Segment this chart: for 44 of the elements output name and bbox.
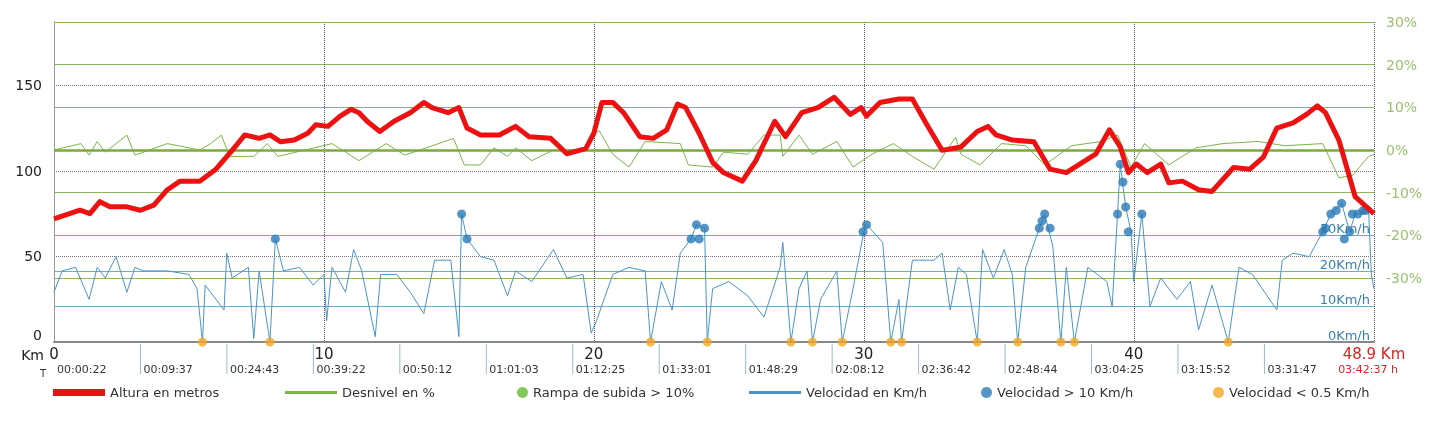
y-tick-label: 0 [33, 327, 42, 343]
text: T [39, 367, 47, 379]
x-tick-label: 10 [314, 344, 334, 363]
y2-tick-label: -30% [1386, 270, 1423, 286]
legend-label: Altura en metros [110, 385, 220, 400]
x-axis-title: Km [21, 347, 44, 363]
text: 03:42:37 h [1338, 363, 1399, 376]
text: 00:39:22 [316, 363, 366, 376]
legend-label: Velocidad en Km/h [806, 385, 927, 400]
text: 01:48:29 [748, 363, 799, 376]
y2-tick-label: 20% [1386, 56, 1418, 73]
text: 00:00:22 [57, 363, 107, 376]
y-tick-label: 50 [24, 248, 42, 265]
legend-label: Velocidad < 0.5 Km/h [1229, 385, 1370, 400]
legend-label: Velocidad > 10 Km/h [997, 385, 1134, 400]
text: 01:12:25 [575, 363, 626, 376]
text: 02:36:42 [921, 363, 972, 376]
legend-label: Desnivel en % [342, 385, 435, 400]
y2-tick-label: 30% [1386, 14, 1418, 30]
text: 01:33:01 [662, 363, 712, 376]
y3-tick-label: 20Km/h [1319, 256, 1370, 272]
text: 02:48:44 [1008, 363, 1058, 376]
y2-tick-label: 10% [1386, 99, 1418, 116]
x-tick-label: 30 [854, 344, 874, 363]
text: 02:08:12 [835, 363, 885, 376]
x-tick-label: 0 [49, 344, 59, 363]
y3-tick-label: 10Km/h [1319, 292, 1370, 308]
y2-tick-label: -10% [1386, 184, 1423, 201]
text: 00:09:37 [143, 363, 193, 376]
y2-tick-label: -20% [1386, 227, 1423, 244]
y3-tick-label: 0Km/h [1327, 328, 1370, 343]
y-tick-label: 150 [15, 77, 42, 94]
x-tick-label: 20 [584, 344, 604, 363]
text: 01:01:03 [489, 363, 539, 376]
x-tick-label: 40 [1124, 344, 1144, 363]
y-tick-label: 100 [15, 162, 42, 179]
y2-tick-label: 0% [1386, 142, 1409, 158]
text: 00:50:12 [402, 363, 453, 376]
text: 03:04:25 [1094, 363, 1144, 376]
text: 03:31:47 [1267, 363, 1317, 376]
legend-label: Rampa de subida > 10% [533, 385, 695, 400]
x-tick-label: 48.9 Km [1342, 344, 1406, 363]
text: 03:15:52 [1180, 363, 1231, 376]
text: 00:24:43 [229, 363, 280, 376]
